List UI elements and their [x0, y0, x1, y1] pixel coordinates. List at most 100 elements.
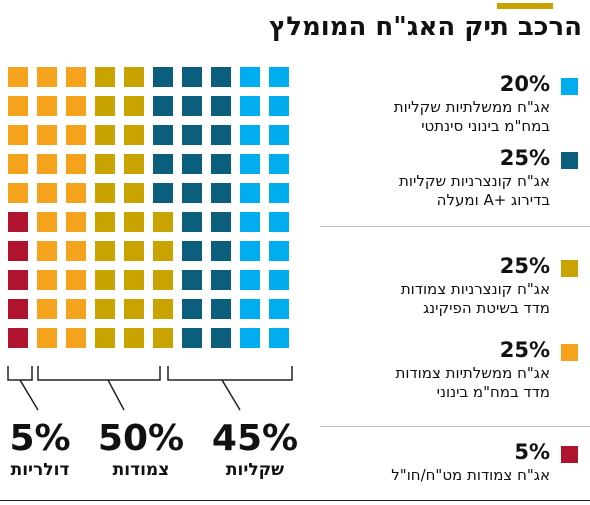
- waffle-cell: [182, 270, 202, 290]
- legend-description: אג"ח ממשלתיות צמודות מדד במח"מ בינוני: [395, 364, 550, 401]
- waffle-cell: [269, 183, 289, 203]
- waffle-cell: [37, 212, 57, 232]
- legend-percent: 25%: [499, 146, 550, 170]
- waffle-cell: [8, 183, 28, 203]
- waffle-cell: [124, 154, 144, 174]
- waffle-cell: [269, 125, 289, 145]
- waffle-cell: [124, 299, 144, 319]
- waffle-cell: [66, 299, 86, 319]
- waffle-cell: [95, 212, 115, 232]
- waffle-cell: [95, 241, 115, 261]
- waffle-cell: [66, 270, 86, 290]
- waffle-cell: [8, 270, 28, 290]
- waffle-cell: [8, 241, 28, 261]
- legend-swatch: [561, 152, 578, 169]
- waffle-cell: [95, 328, 115, 348]
- waffle-cell: [8, 96, 28, 116]
- waffle-cell: [269, 154, 289, 174]
- waffle-cell: [240, 125, 260, 145]
- waffle-cell: [95, 67, 115, 87]
- bracket-shekel: [167, 366, 293, 381]
- accent-bar: [497, 3, 553, 9]
- waffle-cell: [240, 183, 260, 203]
- legend-percent: 25%: [499, 254, 550, 278]
- legend-description: אג"ח ממשלתיות שקליות במח"מ בינוני סינתטי: [393, 98, 550, 135]
- legend-separator: [320, 426, 590, 427]
- legend-swatch: [561, 446, 578, 463]
- waffle-cell: [240, 154, 260, 174]
- waffle-cell: [95, 183, 115, 203]
- waffle-cell: [211, 183, 231, 203]
- waffle-cell: [8, 328, 28, 348]
- waffle-cell: [211, 270, 231, 290]
- waffle-cell: [240, 270, 260, 290]
- waffle-cell: [269, 212, 289, 232]
- group-label-dollar: דולריות: [10, 460, 70, 480]
- waffle-cell: [66, 96, 86, 116]
- waffle-cell: [95, 270, 115, 290]
- waffle-cell: [269, 96, 289, 116]
- group-pct-dollar: 5%: [9, 418, 71, 459]
- group-pct-linked: 50%: [97, 418, 185, 459]
- bottom-rule: [0, 500, 590, 501]
- waffle-cell: [182, 154, 202, 174]
- waffle-cell: [211, 125, 231, 145]
- waffle-cell: [66, 212, 86, 232]
- waffle-cell: [8, 299, 28, 319]
- waffle-cell: [211, 96, 231, 116]
- waffle-cell: [240, 67, 260, 87]
- waffle-cell: [124, 212, 144, 232]
- waffle-cell: [37, 96, 57, 116]
- waffle-cell: [269, 67, 289, 87]
- legend-swatch: [561, 260, 578, 277]
- group-pct-shekel: 45%: [211, 418, 299, 459]
- bracket-connector-linked: [107, 379, 125, 411]
- waffle-cell: [240, 241, 260, 261]
- chart-title: הרכב תיק האג"ח המומלץ: [269, 12, 582, 42]
- waffle-cell: [37, 299, 57, 319]
- waffle-cell: [182, 212, 202, 232]
- waffle-cell: [66, 183, 86, 203]
- waffle-cell: [95, 154, 115, 174]
- bracket-connector-shekel: [221, 379, 241, 411]
- bracket-dollar: [7, 366, 33, 381]
- waffle-cell: [95, 125, 115, 145]
- waffle-cell: [182, 299, 202, 319]
- waffle-cell: [8, 125, 28, 145]
- waffle-cell: [153, 328, 173, 348]
- waffle-cell: [37, 154, 57, 174]
- waffle-cell: [37, 67, 57, 87]
- waffle-cell: [182, 96, 202, 116]
- waffle-cell: [153, 270, 173, 290]
- legend-description: אג"ח קונצרניות שקליות בדירוג +A ומעלה: [399, 172, 550, 209]
- waffle-cell: [269, 328, 289, 348]
- waffle-cell: [95, 299, 115, 319]
- waffle-cell: [66, 67, 86, 87]
- waffle-cell: [124, 270, 144, 290]
- waffle-cell: [211, 154, 231, 174]
- waffle-cell: [269, 270, 289, 290]
- waffle-cell: [211, 299, 231, 319]
- group-label-shekel: שקליות: [225, 460, 285, 480]
- waffle-cell: [153, 67, 173, 87]
- waffle-cell: [37, 270, 57, 290]
- waffle-cell: [240, 328, 260, 348]
- waffle-cell: [153, 299, 173, 319]
- waffle-cell: [240, 299, 260, 319]
- legend-swatch: [561, 344, 578, 361]
- waffle-cell: [269, 299, 289, 319]
- waffle-cell: [153, 241, 173, 261]
- waffle-cell: [211, 241, 231, 261]
- waffle-cell: [124, 96, 144, 116]
- waffle-cell: [211, 328, 231, 348]
- bracket-connector-dollar: [19, 379, 39, 411]
- waffle-cell: [182, 241, 202, 261]
- waffle-cell: [153, 154, 173, 174]
- waffle-cell: [182, 67, 202, 87]
- waffle-cell: [153, 183, 173, 203]
- waffle-cell: [95, 96, 115, 116]
- waffle-cell: [8, 67, 28, 87]
- waffle-cell: [66, 125, 86, 145]
- waffle-cell: [182, 328, 202, 348]
